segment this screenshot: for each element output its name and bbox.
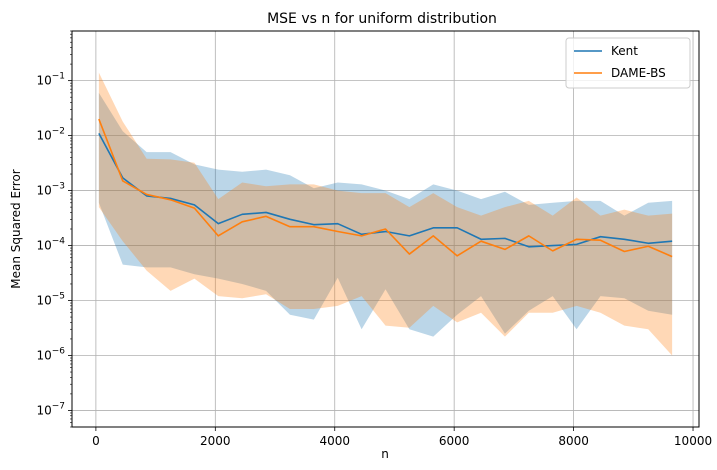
legend-label: Kent [611,44,638,58]
legend: Kent DAME-BS [565,37,691,89]
x-axis-ticks: 0 2000 4000 6000 8000 10000 [92,427,712,448]
y-axis-label: Mean Squared Error [9,169,23,289]
gridlines [72,31,699,427]
x-tick-label: 0 [92,434,100,448]
chart-title: MSE vs n for uniform distribution [267,11,497,27]
confidence-bands [98,72,673,356]
y-tick-label: 10−1 [36,72,65,88]
band-kent [98,92,673,337]
x-tick-label: 8000 [558,434,589,448]
y-tick-label: 10−6 [36,346,65,362]
band-dame-bs [98,72,673,356]
x-tick-label: 4000 [319,434,350,448]
y-tick-label: 10−4 [36,237,65,253]
series-lines [98,118,673,258]
y-tick-label: 10−3 [36,182,65,198]
y-axis-ticks: 10−7 10−6 10−5 10−4 10−3 10−2 10−1 [36,30,72,428]
x-tick-label: 6000 [439,434,470,448]
x-tick-label: 2000 [200,434,231,448]
y-tick-label: 10−5 [36,292,65,308]
y-tick-label: 10−7 [36,401,65,417]
x-tick-label: 10000 [674,434,712,448]
x-axis-label: n [381,447,389,461]
legend-label: DAME-BS [611,66,666,80]
y-tick-label: 10−2 [36,127,65,143]
